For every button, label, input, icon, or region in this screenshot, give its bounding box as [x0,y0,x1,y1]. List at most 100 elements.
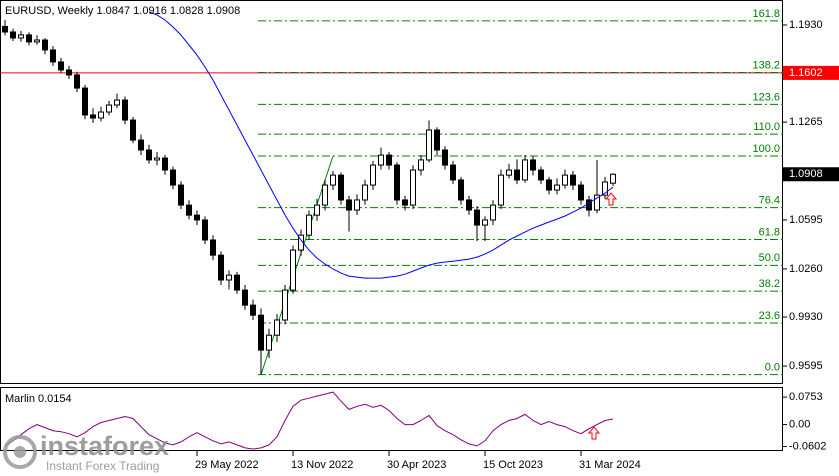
candle-body [282,289,288,321]
candle-body [386,154,392,166]
fib-label: 123.6 [752,91,780,103]
candle-body [354,199,360,211]
brand: instaforex [40,431,169,461]
y-tick-label: 0.9930 [789,311,823,323]
candle-body [330,174,336,186]
y-tick-label: 1.0260 [789,263,823,275]
candle-body [466,199,472,211]
fib-label: 50.0 [759,252,780,264]
signal-arrow [604,192,618,206]
candle-body [346,199,352,211]
candle-body [442,149,448,166]
last-price-box [783,167,839,182]
candle-body [26,34,32,43]
candle-body [210,239,216,256]
candle-body [322,184,328,206]
candle-body [34,39,40,43]
price-panel [0,0,783,384]
fib-label: 0.0 [765,362,780,374]
y-tick-label: 1.1930 [789,19,823,31]
candle-body [66,69,72,76]
candle-body [90,114,96,119]
indicator-line [4,391,614,450]
candle-body [410,169,416,206]
candle-body [242,289,248,306]
fib-label: 23.6 [759,310,780,322]
candle-body [378,154,384,166]
fib-label: 138.2 [752,59,780,71]
candle-body [426,129,432,161]
candle-body [50,49,56,63]
candle-body [98,111,104,119]
candle-body [122,99,128,121]
candle-body [234,274,240,291]
candle-body [538,169,544,181]
candle-body [42,39,48,51]
candle-body [274,319,280,336]
candle-body [74,74,80,89]
y-tick-label: -0.0602 [789,440,826,452]
candle-body [250,304,256,316]
candle-body [562,174,568,186]
candle-body [114,99,120,106]
candle-body [130,119,136,141]
indicator-panel [0,387,783,451]
candle-body [82,87,88,116]
x-tick-label: 29 May 2022 [195,459,259,471]
candle-body [10,31,16,39]
candle-body [146,149,152,161]
watermark: instaforex Instant Forex Trading [3,431,169,473]
last-price-label: 1.0908 [789,168,823,180]
candle-body [594,194,600,211]
candle-body [202,219,208,241]
y-tick-label: 1.1265 [789,116,823,128]
candle-body [530,159,536,171]
x-tick-label: 30 Apr 2023 [387,459,446,471]
candle-body [338,174,344,201]
candle-body [458,179,464,201]
candle-body [170,169,176,186]
x-tick-label: 31 Mar 2024 [579,459,641,471]
price-label-box [783,65,839,80]
candle-body [450,164,456,181]
candle-body [290,249,296,291]
logo-icon [3,435,37,469]
fib-label: 161.8 [752,8,780,20]
x-tick-label: 13 Nov 2022 [291,459,353,471]
indicator-title: Marlin 0.0154 [5,393,72,405]
y-tick-label: 0.9595 [789,360,823,372]
fib-label: 100.0 [752,143,780,155]
candle-body [506,169,512,176]
candle-body [554,184,560,191]
candle-body [418,159,424,171]
candle-body [266,334,272,351]
candle-body [258,314,264,351]
candle-body [194,214,200,221]
candle-body [514,169,520,181]
moving-average [148,11,614,279]
candle-body [490,204,496,221]
chart-title: EURUSD, Weekly 1.0847 1.0916 1.0828 1.09… [5,5,240,17]
candle-body [402,199,408,206]
candle-body [306,214,312,236]
fib-label: 61.8 [759,226,780,238]
candle-body [154,157,160,161]
candle-body [18,34,24,39]
candle-body [106,104,112,113]
candle-body [394,164,400,201]
candle-body [434,129,440,151]
signal-arrow [587,426,601,440]
candle-body [482,219,488,226]
logo-icon [14,446,26,458]
candle-body [178,184,184,206]
candle-body [58,61,64,71]
slogan: Instant Forex Trading [46,459,159,473]
candle-body [186,204,192,216]
candle-body [570,174,576,186]
fib-label: 110.0 [753,121,780,133]
candle-body [610,173,616,184]
y-tick-label: 0.00 [789,418,810,430]
candle-body [162,157,168,171]
